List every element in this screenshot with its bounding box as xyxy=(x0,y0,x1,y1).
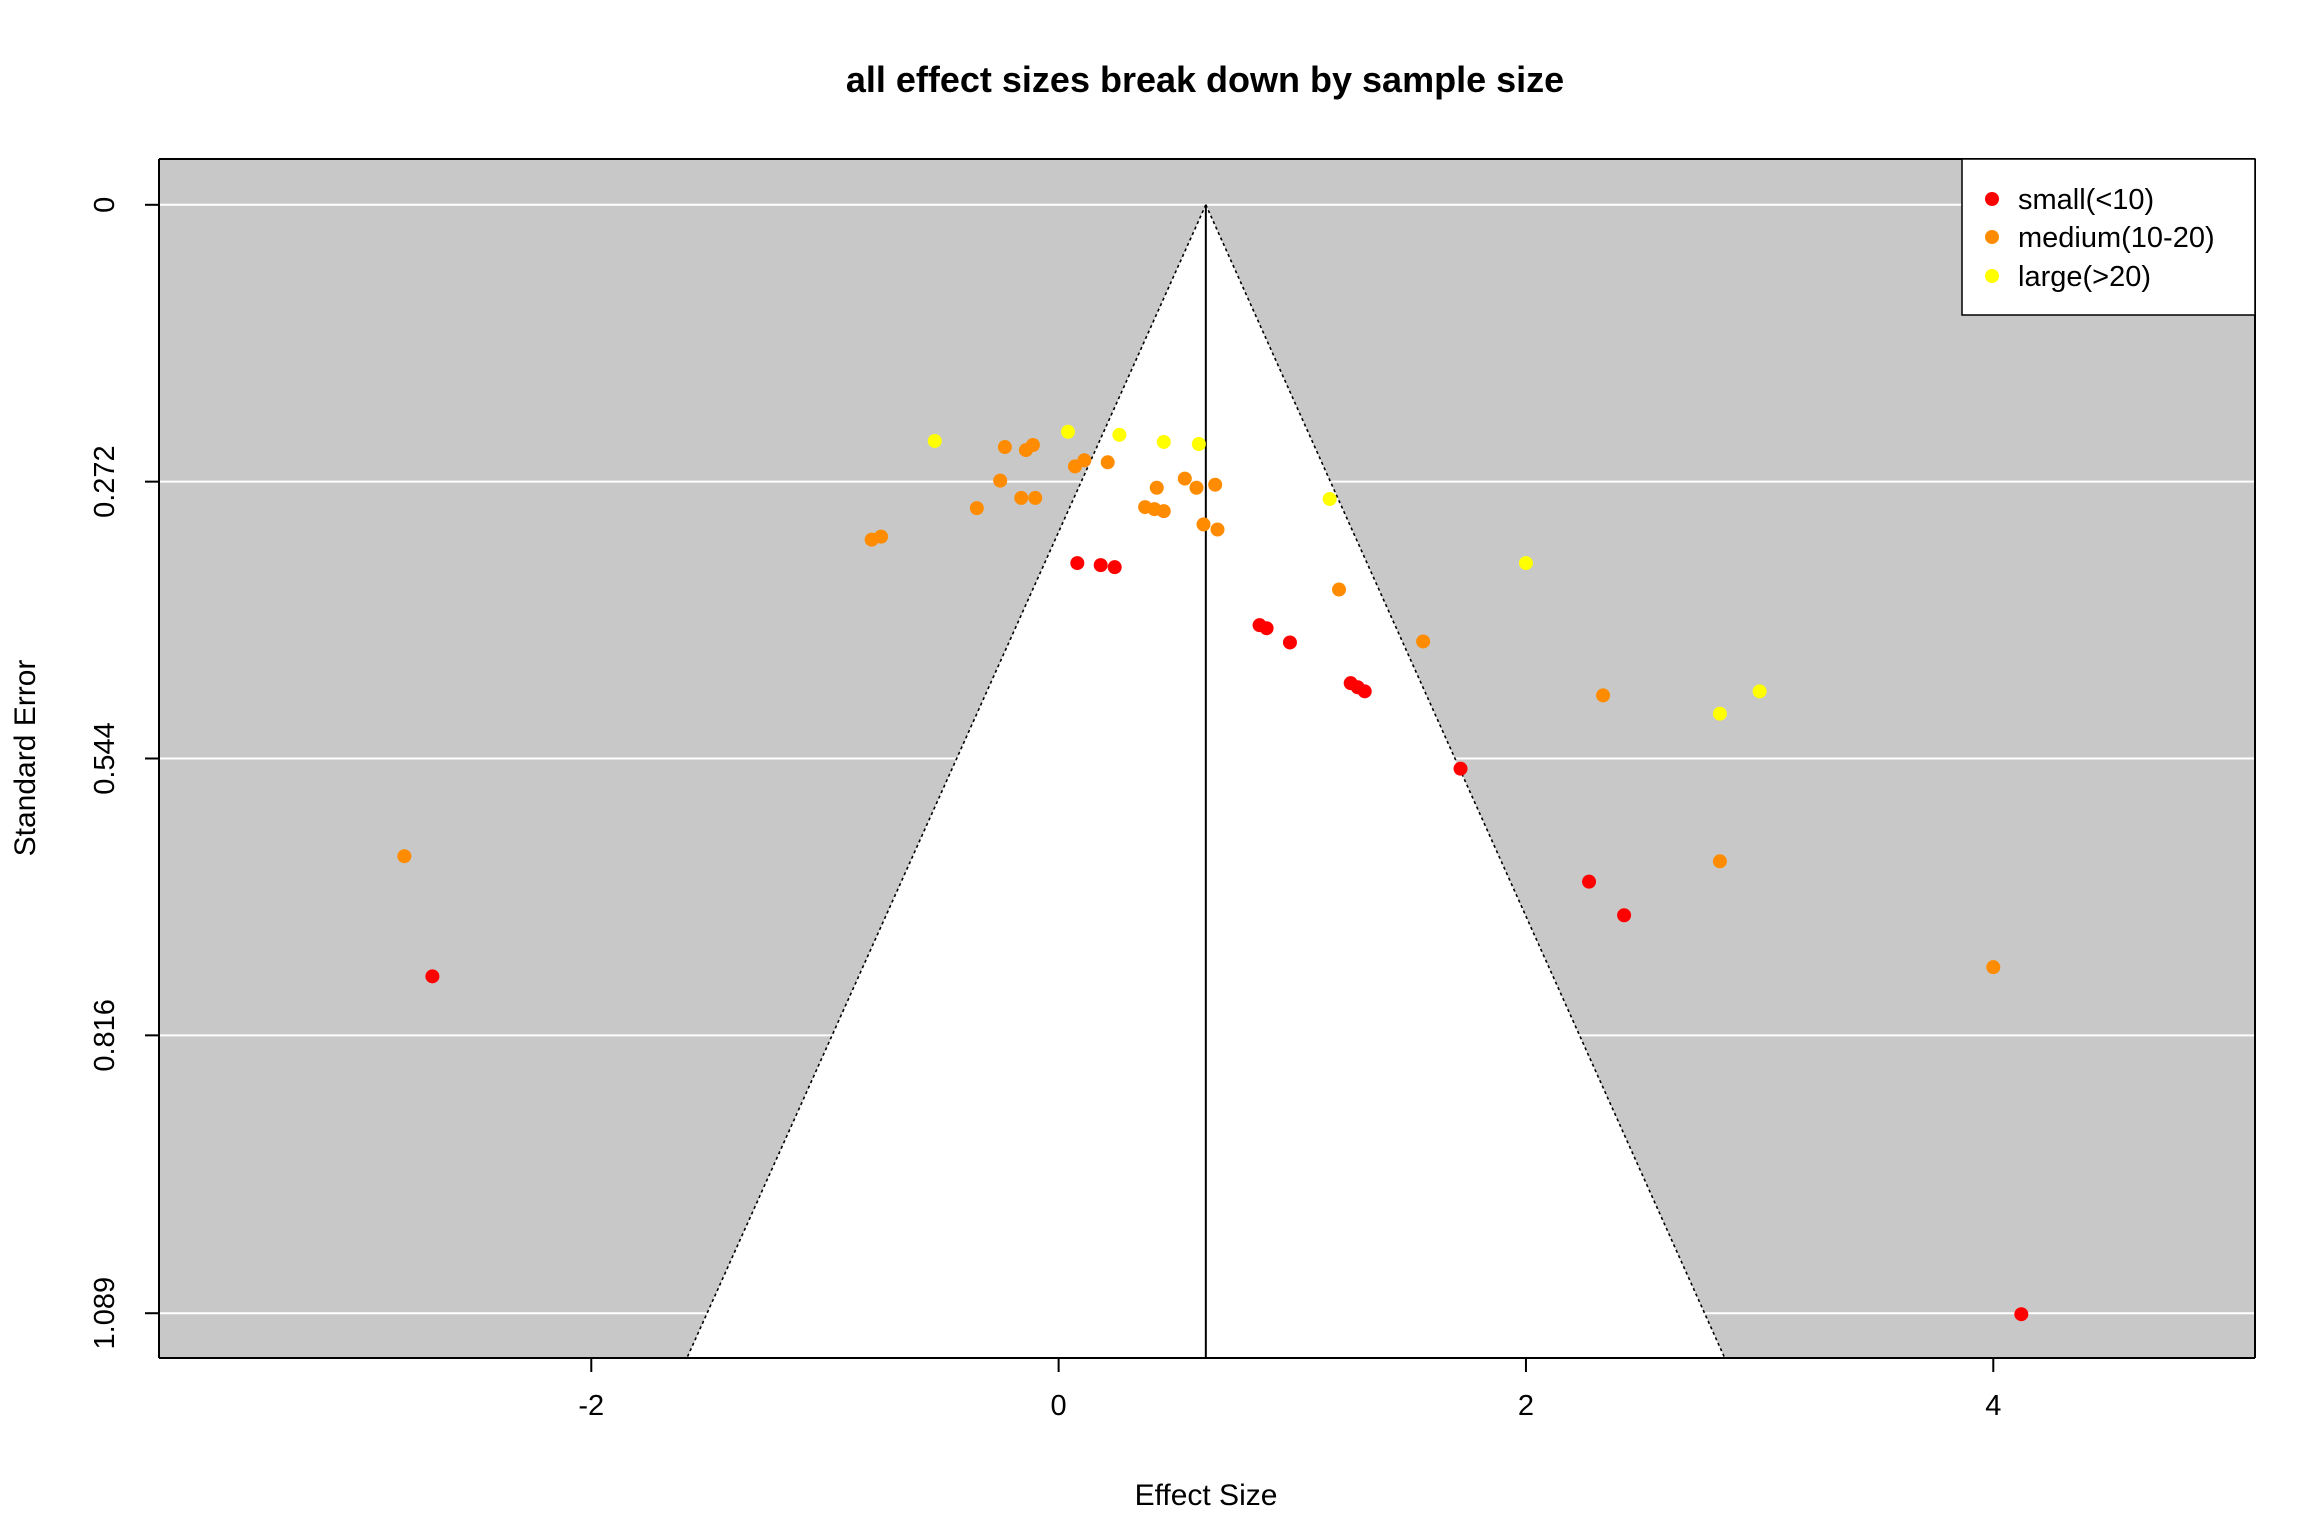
data-point-s0-2 xyxy=(1107,560,1122,575)
data-point-s1-11 xyxy=(1100,455,1115,470)
chart-title: all effect sizes break down by sample si… xyxy=(846,59,1564,100)
x-tick-label-2: 2 xyxy=(1518,1390,1534,1422)
data-point-s1-21 xyxy=(1332,582,1347,597)
data-point-s2-0 xyxy=(927,433,942,448)
data-point-s0-0 xyxy=(1070,556,1085,571)
data-point-s1-14 xyxy=(1156,504,1171,519)
data-point-s1-24 xyxy=(397,849,412,864)
data-point-s0-11 xyxy=(1617,908,1632,923)
legend-marker-large xyxy=(1985,269,1999,283)
data-point-s1-20 xyxy=(1210,522,1225,537)
y-tick-label-4: 1.089 xyxy=(89,1277,121,1350)
x-axis-title: Effect Size xyxy=(1135,1479,1278,1512)
legend-box xyxy=(1961,158,2256,316)
data-point-s0-12 xyxy=(425,969,440,984)
x-tick-label-0: -2 xyxy=(578,1390,604,1422)
funnel-right-edge xyxy=(1205,204,1726,1359)
data-point-s0-10 xyxy=(1582,874,1597,889)
legend-label-large: large(>20) xyxy=(2018,261,2151,293)
data-point-s1-2 xyxy=(969,501,984,516)
legend: small(<10) medium(10-20) large(>20) xyxy=(1961,158,2256,316)
data-point-s1-15 xyxy=(1149,480,1164,495)
legend-marker-medium xyxy=(1985,230,1999,244)
y-axis-ticks: 0 0.272 0.544 0.816 1.089 xyxy=(89,197,159,1350)
data-point-s2-7 xyxy=(1712,706,1727,721)
data-points xyxy=(397,424,2029,1322)
data-point-s1-22 xyxy=(1416,634,1431,649)
data-point-s1-5 xyxy=(1028,490,1043,505)
data-point-s1-25 xyxy=(1712,854,1727,869)
data-point-s1-6 xyxy=(997,440,1012,455)
data-point-s1-10 xyxy=(1077,453,1092,468)
data-point-s2-8 xyxy=(1752,684,1767,699)
data-point-s0-13 xyxy=(2014,1307,2029,1322)
data-point-s1-23 xyxy=(1596,688,1611,703)
data-point-s1-19 xyxy=(1196,517,1211,532)
data-point-s0-1 xyxy=(1093,558,1108,573)
data-point-s0-9 xyxy=(1453,761,1468,776)
data-point-s1-16 xyxy=(1177,471,1192,486)
x-tick-label-3: 4 xyxy=(1985,1390,2001,1422)
data-point-s2-5 xyxy=(1322,491,1337,506)
data-point-s2-3 xyxy=(1156,434,1171,449)
y-tick-label-2: 0.544 xyxy=(89,722,121,795)
data-point-s0-5 xyxy=(1282,635,1297,650)
legend-label-small: small(<10) xyxy=(2018,184,2154,216)
y-tick-label-0: 0 xyxy=(89,197,121,213)
legend-marker-small xyxy=(1985,192,1999,206)
data-point-s1-4 xyxy=(1014,490,1029,505)
x-axis-ticks: -2 0 2 4 xyxy=(578,1358,2001,1422)
y-tick-label-1: 0.272 xyxy=(89,445,121,518)
data-point-s1-1 xyxy=(874,529,889,544)
data-point-s2-1 xyxy=(1060,424,1075,439)
data-point-s0-4 xyxy=(1259,621,1274,636)
data-point-s1-26 xyxy=(1986,960,2001,975)
funnel-left-edge xyxy=(686,204,1207,1359)
data-point-s1-3 xyxy=(993,473,1008,488)
x-tick-label-1: 0 xyxy=(1051,1390,1067,1422)
data-point-s0-8 xyxy=(1357,684,1372,699)
data-point-s2-4 xyxy=(1191,436,1206,451)
data-point-s2-2 xyxy=(1112,427,1127,442)
data-point-s1-17 xyxy=(1189,480,1204,495)
y-axis-title: Standard Error xyxy=(9,660,42,857)
data-point-s1-18 xyxy=(1208,477,1223,492)
data-point-s1-8 xyxy=(1025,438,1040,453)
y-tick-label-3: 0.816 xyxy=(89,999,121,1072)
data-point-s2-6 xyxy=(1518,556,1533,571)
legend-label-medium: medium(10-20) xyxy=(2018,222,2215,254)
